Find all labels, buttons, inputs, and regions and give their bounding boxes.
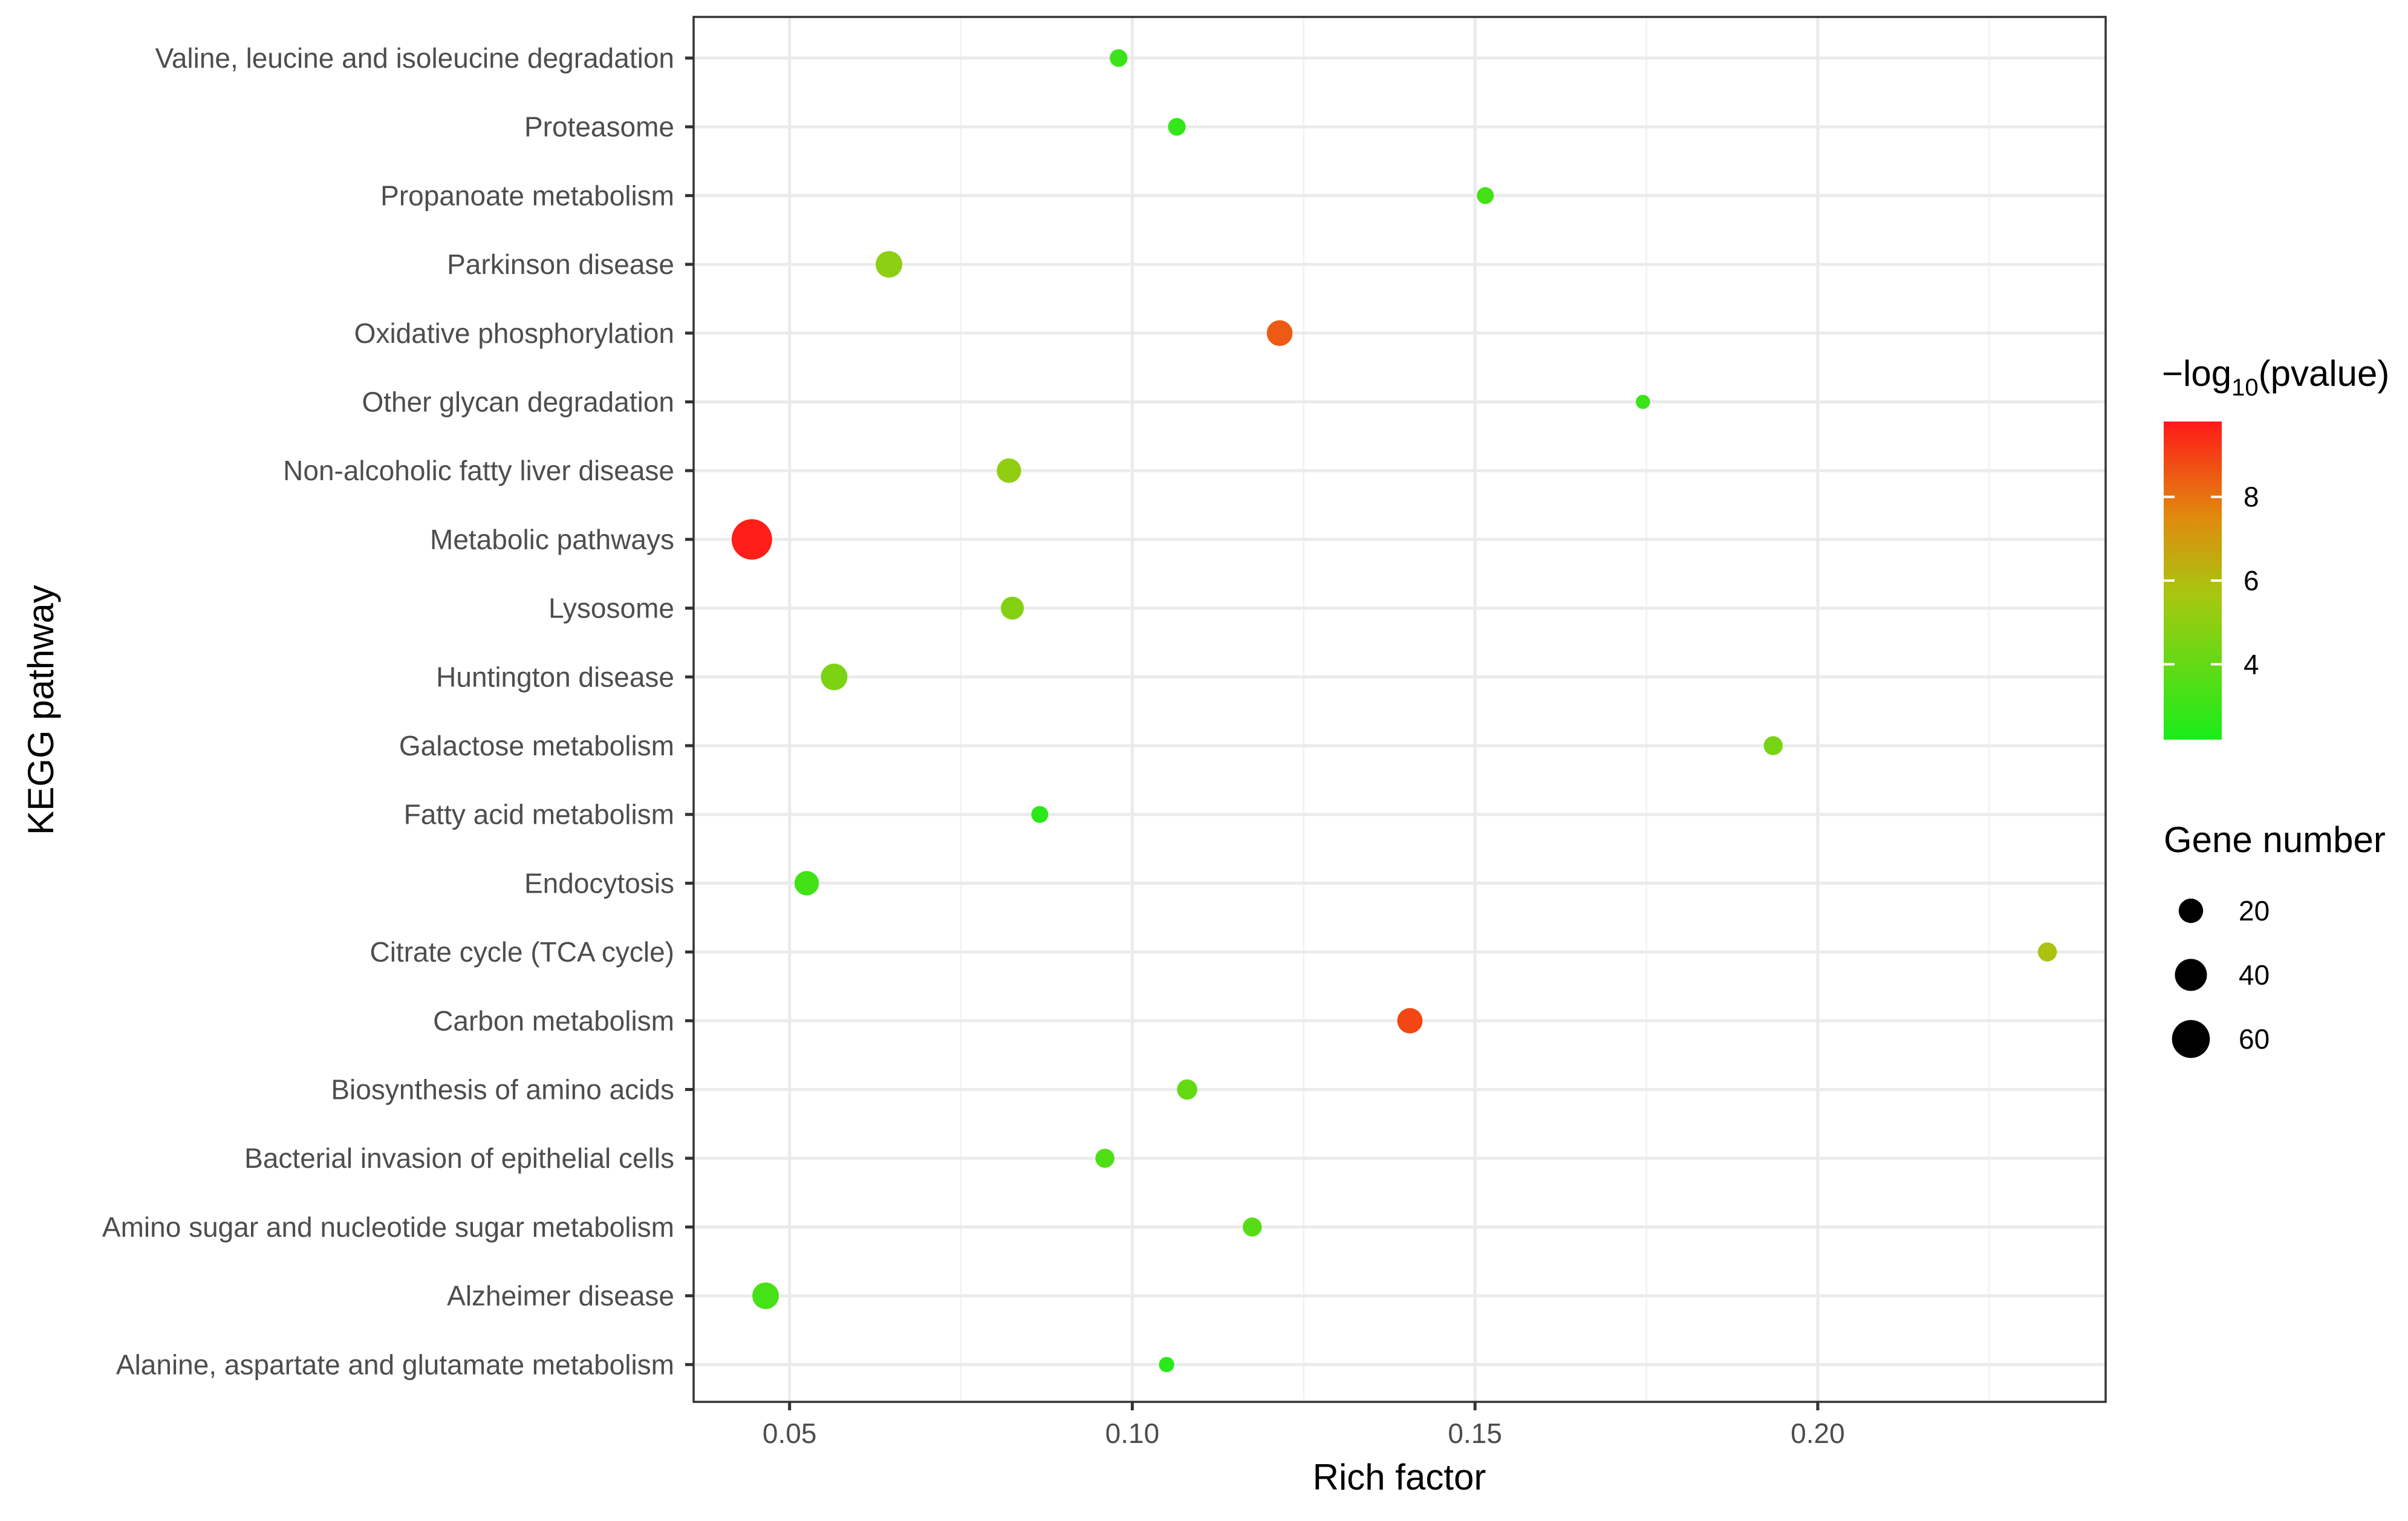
data-point	[1763, 736, 1783, 755]
y-axis-tick-label: Lysosome	[548, 593, 674, 624]
y-axis-tick-label: Alzheimer disease	[447, 1280, 674, 1312]
color-legend-title: −log10(pvalue)	[2162, 353, 2389, 401]
color-legend-tick-label: 4	[2244, 648, 2259, 680]
panel-border	[692, 16, 2107, 1403]
x-axis-tick-label: 0.15	[1448, 1418, 1502, 1449]
panel-background	[694, 17, 2106, 1402]
data-point	[1397, 1008, 1423, 1034]
y-axis-tick-label: Propanoate metabolism	[380, 180, 674, 211]
size-legend: Gene number 20 40 60	[2164, 819, 2386, 1058]
y-axis-tick-label: Amino sugar and nucleotide sugar metabol…	[102, 1211, 674, 1243]
size-legend-label: 40	[2239, 959, 2270, 991]
data-point	[821, 663, 848, 691]
color-legend-title-subscript: 10	[2231, 374, 2259, 401]
data-point	[794, 871, 819, 896]
y-axis-tick-label: Proteasome	[524, 111, 674, 143]
data-point	[1177, 1079, 1197, 1100]
y-axis-title: KEGG pathway	[21, 585, 61, 835]
y-axis-tick-label: Fatty acid metabolism	[404, 799, 674, 830]
size-legend-point	[2175, 959, 2207, 991]
size-legend-label: 60	[2239, 1023, 2270, 1055]
color-legend: −log10(pvalue) 4 6 8	[2162, 353, 2389, 740]
color-legend-tick-label: 6	[2244, 565, 2259, 596]
y-axis: Alanine, aspartate and glutamate metabol…	[102, 42, 694, 1380]
y-axis-tick-label: Biosynthesis of amino acids	[331, 1074, 674, 1106]
size-legend-point	[2178, 898, 2204, 923]
x-axis-tick-label: 0.10	[1105, 1418, 1160, 1449]
y-axis-tick-label: Other glycan degradation	[362, 386, 674, 418]
x-axis-title: Rich factor	[1313, 1457, 1486, 1497]
size-legend-label: 20	[2239, 895, 2270, 927]
y-axis-tick-label: Oxidative phosphorylation	[354, 318, 674, 349]
data-points	[731, 49, 2057, 1372]
y-axis-tick-label: Bacterial invasion of epithelial cells	[244, 1142, 674, 1174]
data-point	[1159, 1357, 1174, 1372]
y-axis-tick-label: Huntington disease	[436, 661, 674, 692]
y-axis-tick-label: Endocytosis	[524, 867, 674, 899]
y-axis-tick-label: Citrate cycle (TCA cycle)	[369, 936, 674, 968]
x-axis: 0.05 0.10 0.15 0.20	[763, 1402, 1845, 1449]
color-legend-tick-label: 8	[2244, 481, 2259, 513]
y-axis-tick-label: Galactose metabolism	[399, 730, 674, 761]
x-axis-tick-label: 0.05	[763, 1418, 817, 1449]
data-point	[731, 519, 772, 560]
data-point	[876, 251, 903, 278]
color-legend-ticks: 4 6 8	[2164, 481, 2259, 680]
size-legend-items: 20 40 60	[2172, 895, 2270, 1058]
data-point	[1110, 49, 1128, 67]
data-point	[2037, 942, 2057, 962]
data-point	[1636, 394, 1650, 409]
y-axis-tick-label: Carbon metabolism	[433, 1005, 674, 1037]
data-point	[997, 458, 1021, 483]
size-legend-point	[2172, 1020, 2210, 1058]
data-point	[1031, 806, 1049, 823]
data-point	[1001, 596, 1024, 620]
data-point	[1477, 187, 1494, 204]
y-axis-tick-label: Alanine, aspartate and glutamate metabol…	[116, 1349, 674, 1380]
y-axis-tick-label: Non-alcoholic fatty liver disease	[283, 455, 674, 486]
panel-frame	[692, 16, 2107, 1403]
color-legend-title-prefix: −log	[2162, 353, 2231, 394]
y-axis-tick-label: Metabolic pathways	[430, 524, 674, 555]
data-point	[1266, 320, 1293, 347]
size-legend-title: Gene number	[2164, 819, 2386, 860]
data-point	[752, 1282, 779, 1309]
data-point	[1168, 118, 1186, 136]
data-point	[1095, 1148, 1115, 1168]
plot-panel	[694, 17, 2106, 1402]
x-axis-tick-label: 0.20	[1791, 1418, 1845, 1449]
y-axis-tick-label: Parkinson disease	[447, 249, 674, 280]
data-point	[1243, 1217, 1262, 1237]
y-axis-tick-label: Valine, leucine and isoleucine degradati…	[155, 42, 674, 74]
color-legend-title-suffix: (pvalue)	[2259, 353, 2390, 394]
